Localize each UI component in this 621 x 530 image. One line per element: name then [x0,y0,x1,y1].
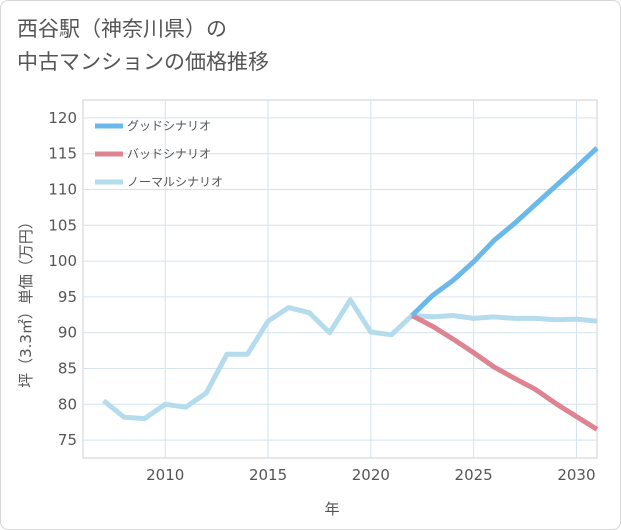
y-tick-label: 120 [48,109,77,127]
x-tick-labels: 2010 2015 2020 2025 2030 [146,466,595,484]
y-tick-label: 90 [58,324,77,342]
x-tick-label: 2015 [249,466,287,484]
legend-label: ノーマルシナリオ [127,175,223,189]
y-tick-label: 100 [48,252,77,270]
x-tick-label: 2010 [146,466,184,484]
x-axis-title: 年 [324,500,339,518]
plot-area [82,99,598,459]
chart-title-line-2: 中古マンションの価格推移 [17,50,269,74]
series-lines [102,146,599,432]
legend-normal-scenario: ノーマルシナリオ [95,175,223,189]
y-tick-label: 95 [58,288,77,306]
good-scenario-line [410,146,599,318]
y-tick-label: 80 [58,395,77,413]
y-tick-label: 115 [48,145,77,163]
chart-title: 西谷駅（神奈川県）の 中古マンションの価格推移 [17,13,269,79]
y-tick-labels: 75 80 85 90 95 100 105 110 115 120 [48,109,77,449]
y-tick-label: 105 [48,216,77,234]
x-tick-label: 2030 [557,466,595,484]
x-gridlines [164,100,577,458]
bad-scenario-line [410,313,599,432]
chart-title-line-1: 西谷駅（神奈川県）の [17,17,227,41]
legend-label: バッドシナリオ [127,147,211,161]
legend-good-scenario: グッドシナリオ [95,119,211,133]
y-tick-label: 110 [48,181,77,199]
legend-bad-scenario: バッドシナリオ [95,147,211,161]
y-tick-label: 75 [58,431,77,449]
normal-scenario-line [102,297,598,422]
y-tick-label: 85 [58,360,77,378]
y-axis-title: 坪（3.3㎡）単価（万円） [17,214,35,388]
legend-label: グッドシナリオ [127,119,211,133]
x-tick-label: 2020 [352,466,390,484]
x-tick-label: 2025 [455,466,493,484]
